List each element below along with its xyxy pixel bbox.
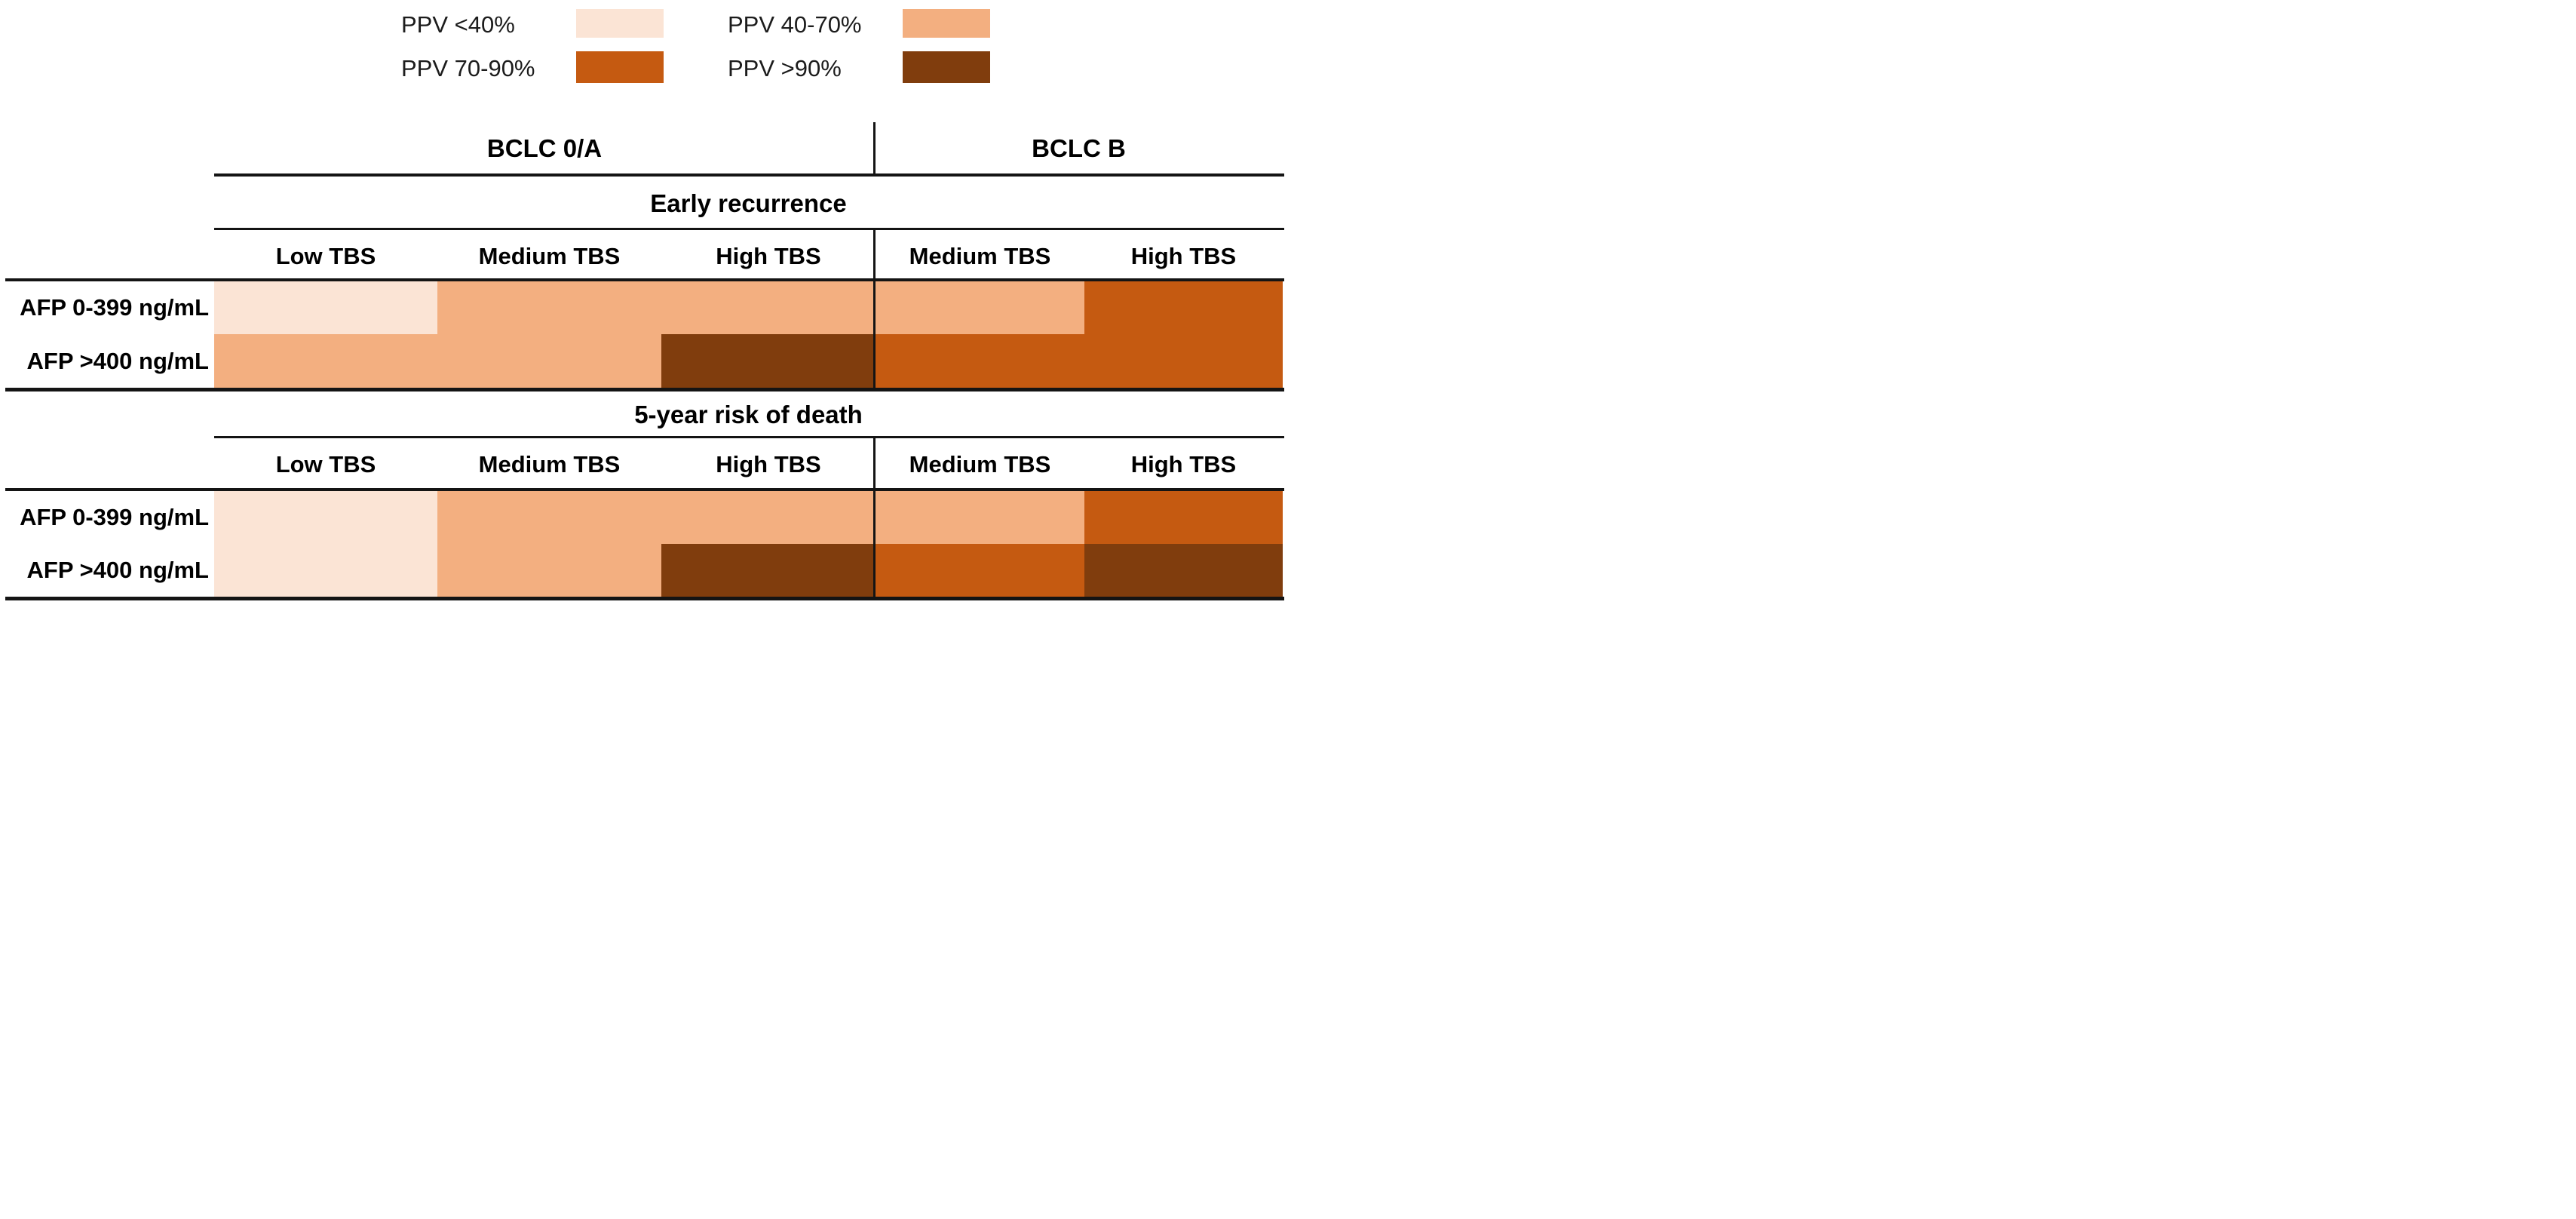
- heatmap-row: [214, 491, 1283, 544]
- heatmap-cell: [1084, 544, 1283, 597]
- column-header-high-tbs: High TBS: [1130, 243, 1237, 269]
- heatmap-cell: [661, 544, 876, 597]
- column-header-low-tbs: Low TBS: [275, 451, 376, 477]
- row-label-afp-0-399: AFP 0-399 ng/mL: [20, 294, 209, 321]
- column-header-medium-tbs: Medium TBS: [909, 243, 1051, 269]
- heatmap-cell: [437, 491, 661, 544]
- heatmap-cell: [661, 334, 876, 388]
- legend-swatch-ppv-lt40: [576, 9, 664, 38]
- heatmap-row: [214, 544, 1283, 597]
- heatmap-row: [214, 281, 1283, 334]
- column-header-low-tbs: Low TBS: [275, 243, 376, 269]
- heatmap-cell: [661, 491, 876, 544]
- heatmap-cell: [876, 544, 1084, 597]
- legend-label-ppv-gt90: PPV >90%: [728, 55, 842, 81]
- legend-swatch-ppv-70-90: [576, 51, 664, 83]
- legend-label-ppv-lt40: PPV <40%: [401, 11, 515, 38]
- column-header-medium-tbs: Medium TBS: [909, 451, 1051, 477]
- heatmap-cell: [661, 281, 876, 334]
- legend-label-ppv-40-70: PPV 40-70%: [728, 11, 862, 38]
- heatmap-cell: [1084, 491, 1283, 544]
- rule-above-rows-2: [5, 488, 1284, 491]
- column-header-medium-tbs: Medium TBS: [478, 451, 621, 477]
- heatmap-cell: [214, 491, 437, 544]
- heatmap-cell: [876, 491, 1084, 544]
- group-header-bclc-b: BCLC B: [1032, 134, 1126, 162]
- row-label-afp-gt400: AFP >400 ng/mL: [26, 347, 209, 374]
- section-title-early-recurrence: Early recurrence: [650, 189, 847, 217]
- column-header-high-tbs: High TBS: [716, 243, 821, 269]
- rule-below-rows-2: [5, 597, 1284, 600]
- heatmap-cell: [214, 544, 437, 597]
- legend-swatch-ppv-40-70: [903, 9, 990, 38]
- heatmap-cell: [437, 281, 661, 334]
- heatmap-cell: [876, 334, 1084, 388]
- section-title-5-year-risk: 5-year risk of death: [634, 401, 863, 428]
- legend-label-ppv-70-90: PPV 70-90%: [401, 55, 535, 81]
- row-label-afp-gt400: AFP >400 ng/mL: [26, 557, 209, 583]
- column-header-high-tbs: High TBS: [1130, 451, 1237, 477]
- rule-above-columns-1: [214, 228, 1284, 230]
- heatmap-cell: [1084, 281, 1283, 334]
- column-header-medium-tbs: Medium TBS: [478, 243, 621, 269]
- rule-above-rows-1: [5, 278, 1284, 281]
- column-headers-1: Low TBS Medium TBS High TBS Medium TBS H…: [214, 243, 1283, 270]
- heatmap-cell: [876, 281, 1084, 334]
- heatmap-cell: [214, 334, 437, 388]
- rule-below-rows-1: [5, 388, 1284, 391]
- row-label-afp-0-399: AFP 0-399 ng/mL: [20, 504, 209, 530]
- group-divider-section-2: [873, 436, 876, 597]
- heatmap-row: [214, 334, 1283, 388]
- heatmap-cell: [437, 544, 661, 597]
- legend-swatch-ppv-gt90: [903, 51, 990, 83]
- ppv-heatmap-figure: PPV <40% PPV 40-70% PPV 70-90% PPV >90% …: [0, 0, 1288, 610]
- group-header-bclc-0a: BCLC 0/A: [486, 134, 603, 162]
- column-headers-2: Low TBS Medium TBS High TBS Medium TBS H…: [214, 451, 1283, 478]
- group-header-row: BCLC 0/A BCLC B: [214, 133, 1283, 164]
- rule-under-group-headers: [214, 173, 1284, 177]
- rule-above-columns-2: [214, 436, 1284, 438]
- group-divider-section-1: [873, 228, 876, 388]
- column-header-high-tbs: High TBS: [716, 451, 821, 477]
- heatmap-cell: [214, 281, 437, 334]
- heatmap-cell: [1084, 334, 1283, 388]
- heatmap-cell: [437, 334, 661, 388]
- group-divider-header: [873, 122, 876, 173]
